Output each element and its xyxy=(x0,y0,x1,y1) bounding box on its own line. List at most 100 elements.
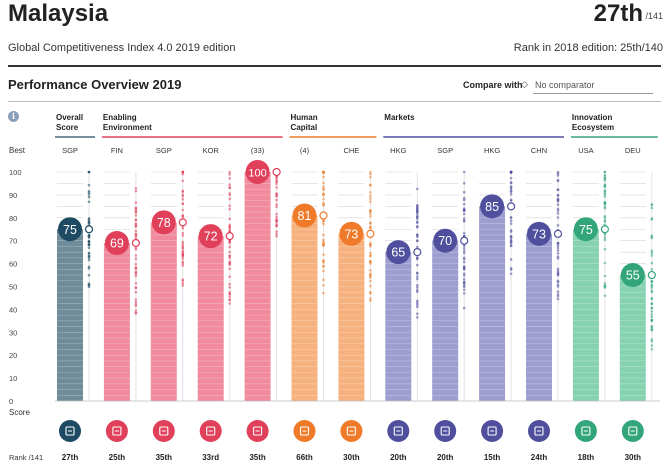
distribution-dot xyxy=(87,191,91,194)
score-bar[interactable] xyxy=(572,229,599,401)
distribution-dot xyxy=(416,217,419,220)
infrastructure-icon[interactable] xyxy=(152,420,175,442)
distribution-dot xyxy=(322,201,325,205)
distribution-dot xyxy=(556,252,560,255)
best-performer-label: SGP xyxy=(62,146,78,155)
distribution-dot xyxy=(556,170,560,174)
distribution-dot xyxy=(275,215,278,219)
people-icon[interactable] xyxy=(434,420,457,442)
distribution-dot xyxy=(556,188,560,191)
score-bubble xyxy=(386,240,411,265)
best-performer-label: USA xyxy=(578,146,593,155)
distribution-dot xyxy=(416,286,419,289)
pillar-rank: 25th xyxy=(109,453,126,462)
lightbulb-icon[interactable] xyxy=(621,420,644,442)
y-tick-label: 40 xyxy=(9,305,17,314)
pillar-rank: 20th xyxy=(437,453,454,462)
distribution-dot xyxy=(369,191,372,194)
score-bar[interactable] xyxy=(291,215,318,401)
distribution-dot xyxy=(181,240,185,244)
card-icon[interactable] xyxy=(481,420,504,442)
health-heart-icon[interactable] xyxy=(293,420,316,442)
distribution-dot xyxy=(134,223,138,226)
score-bar[interactable] xyxy=(619,275,646,401)
distribution-dot xyxy=(275,232,278,236)
score-bar[interactable] xyxy=(197,236,224,401)
distribution-dot xyxy=(181,214,185,217)
distribution-dot xyxy=(322,175,325,179)
distribution-dot xyxy=(275,205,278,209)
distribution-dot xyxy=(181,264,185,267)
distribution-dot xyxy=(134,274,138,278)
distribution-dot xyxy=(322,188,325,192)
score-bar[interactable] xyxy=(479,206,506,401)
pillar-rank: 33rd xyxy=(202,453,219,462)
score-bar[interactable] xyxy=(150,222,177,401)
distribution-dot xyxy=(603,294,607,297)
distribution-dot xyxy=(556,246,560,250)
distribution-dot xyxy=(462,260,466,264)
expand-icon[interactable] xyxy=(528,420,550,442)
score-bar[interactable] xyxy=(103,242,130,401)
distribution-dot xyxy=(462,272,466,275)
distribution-dot xyxy=(603,284,607,288)
country-marker xyxy=(413,248,422,257)
score-bubble xyxy=(339,221,364,246)
distribution-dot xyxy=(322,197,325,201)
distribution-dot xyxy=(416,275,419,278)
info-icon[interactable]: i xyxy=(8,111,19,122)
distribution-dot xyxy=(369,170,372,174)
distribution-dot xyxy=(369,214,372,218)
percent-icon[interactable] xyxy=(246,420,269,442)
tag-icon[interactable] xyxy=(387,420,410,442)
best-performer-label: KOR xyxy=(203,146,220,155)
distribution-dot xyxy=(275,224,278,228)
score-bar[interactable] xyxy=(338,233,365,401)
distribution-dot xyxy=(181,194,185,198)
score-value: 75 xyxy=(63,223,77,237)
distribution-dot xyxy=(556,224,560,227)
distribution-dot xyxy=(134,298,138,301)
score-bar[interactable] xyxy=(385,252,412,401)
score-bubble xyxy=(433,228,458,253)
pillar-rank: 35th xyxy=(156,453,173,462)
distribution-dot xyxy=(416,312,419,316)
score-bar[interactable] xyxy=(57,229,83,401)
best-performer-label: CHE xyxy=(343,146,359,155)
distribution-dot xyxy=(322,278,325,282)
distribution-dot xyxy=(181,170,185,174)
skills-graduate-icon[interactable] xyxy=(340,420,363,442)
previous-rank: Rank in 2018 edition: 25th/140 xyxy=(513,42,663,54)
pillar-rank: 20th xyxy=(390,453,407,462)
score-bar[interactable] xyxy=(526,233,552,401)
award-icon[interactable] xyxy=(59,420,81,442)
distribution-dot xyxy=(462,306,466,310)
distribution-dot xyxy=(87,195,91,199)
best-row-label: Best xyxy=(9,146,26,155)
comparator-select[interactable]: No comparator xyxy=(535,80,595,90)
distribution-dot xyxy=(228,275,231,279)
institutions-icon[interactable] xyxy=(105,420,128,442)
distribution-dot xyxy=(322,185,325,189)
edition-subtitle: Global Competitiveness Index 4.0 2019 ed… xyxy=(8,42,236,54)
distribution-dot xyxy=(509,190,513,193)
score-value: 70 xyxy=(438,234,452,248)
business-doc-icon[interactable] xyxy=(574,420,597,442)
distribution-dot xyxy=(228,223,231,227)
distribution-dot xyxy=(416,211,419,214)
distribution-dot xyxy=(134,248,138,251)
score-bubble xyxy=(104,230,129,255)
score-value: 69 xyxy=(110,236,124,250)
country-marker xyxy=(225,232,234,241)
pillar-rank: 66th xyxy=(296,453,313,462)
distribution-dot xyxy=(228,207,231,211)
distribution-dot xyxy=(369,279,372,283)
distribution-dot xyxy=(650,296,654,300)
distribution-dot xyxy=(556,242,560,245)
distribution-dot xyxy=(87,193,91,196)
ict-chip-icon[interactable] xyxy=(199,420,222,442)
compare-diamond-icon[interactable]: ◇ xyxy=(521,79,528,89)
distribution-dot xyxy=(134,214,138,217)
score-bar[interactable] xyxy=(432,240,459,401)
score-bar[interactable] xyxy=(244,172,271,401)
